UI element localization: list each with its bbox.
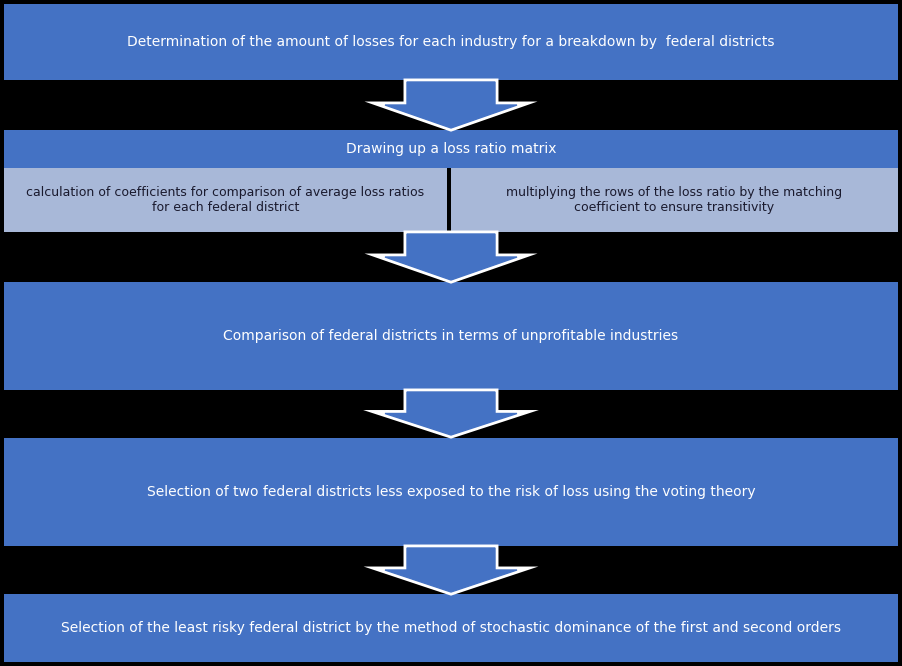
- Polygon shape: [385, 234, 517, 280]
- Polygon shape: [385, 234, 517, 280]
- Polygon shape: [385, 548, 517, 592]
- Text: calculation of coefficients for comparison of average loss ratios
for each feder: calculation of coefficients for comparis…: [26, 186, 425, 214]
- FancyBboxPatch shape: [451, 168, 898, 232]
- Text: Drawing up a loss ratio matrix: Drawing up a loss ratio matrix: [345, 142, 557, 156]
- Text: Selection of the least risky federal district by the method of stochastic domina: Selection of the least risky federal dis…: [61, 621, 841, 635]
- Text: Selection of two federal districts less exposed to the risk of loss using the vo: Selection of two federal districts less …: [147, 485, 755, 499]
- Text: Comparison of federal districts in terms of unprofitable industries: Comparison of federal districts in terms…: [224, 329, 678, 343]
- Polygon shape: [385, 82, 517, 128]
- FancyBboxPatch shape: [4, 282, 898, 390]
- FancyBboxPatch shape: [4, 594, 898, 662]
- FancyBboxPatch shape: [4, 438, 898, 546]
- Polygon shape: [385, 392, 517, 435]
- Text: multiplying the rows of the loss ratio by the matching
coefficient to ensure tra: multiplying the rows of the loss ratio b…: [506, 186, 842, 214]
- Polygon shape: [385, 392, 517, 435]
- FancyBboxPatch shape: [4, 168, 447, 232]
- Text: Determination of the amount of losses for each industry for a breakdown by  fede: Determination of the amount of losses fo…: [127, 35, 775, 49]
- FancyBboxPatch shape: [4, 130, 898, 168]
- FancyBboxPatch shape: [4, 4, 898, 80]
- Polygon shape: [385, 82, 517, 128]
- Polygon shape: [385, 548, 517, 592]
